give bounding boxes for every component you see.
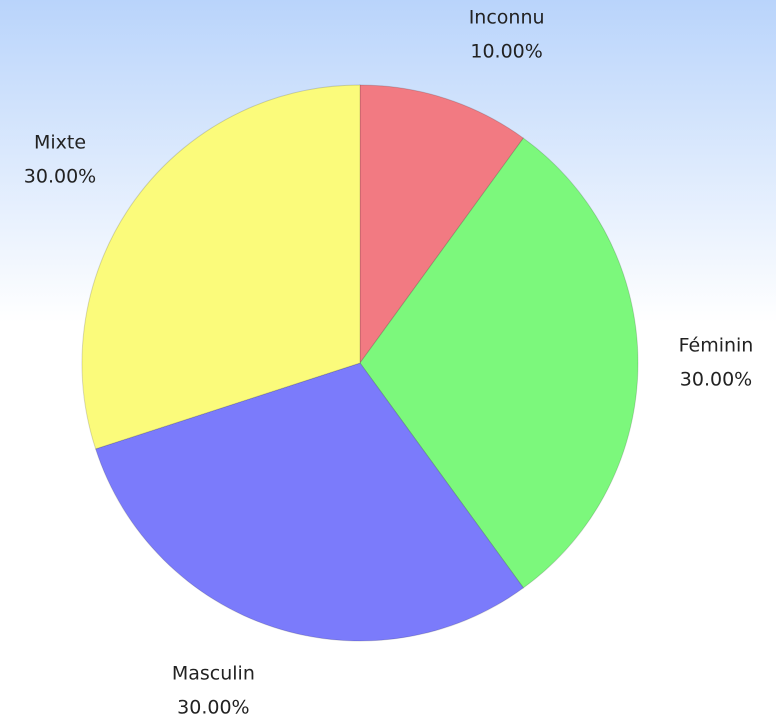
slice-value-label: 30.00% <box>680 369 752 391</box>
slice-value-label: 30.00% <box>24 166 96 188</box>
slice-label: Féminin <box>679 335 754 357</box>
slice-label: Masculin <box>172 663 255 685</box>
pie-slice <box>81 84 361 450</box>
pie-slice <box>94 362 525 642</box>
slice-value-label: 10.00% <box>470 40 542 62</box>
slice-label: Mixte <box>34 132 86 154</box>
pie-slice <box>359 84 525 365</box>
slice-label: Inconnu <box>469 6 545 28</box>
slice-value-label: 30.00% <box>177 697 249 717</box>
pie-slice <box>359 137 639 589</box>
